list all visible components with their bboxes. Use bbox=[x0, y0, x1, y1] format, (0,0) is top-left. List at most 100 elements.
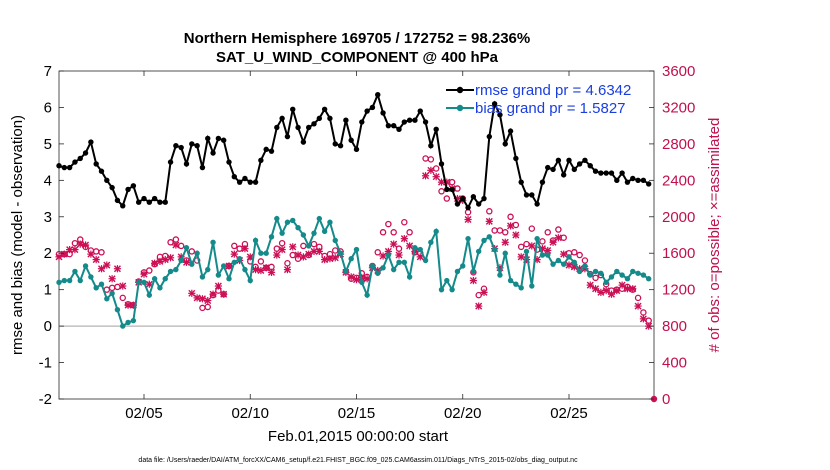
obs-assimilated-marker bbox=[406, 242, 414, 250]
rmse-point bbox=[359, 119, 365, 125]
bias-point bbox=[327, 219, 333, 225]
rmse-point bbox=[66, 164, 73, 171]
y-tick-label: 4 bbox=[44, 172, 52, 189]
bias-point bbox=[284, 219, 291, 225]
obs-assimilated-marker bbox=[347, 273, 355, 281]
rmse-point bbox=[162, 199, 168, 205]
obs-possible-marker bbox=[571, 249, 578, 256]
obs-assimilated-marker bbox=[544, 246, 552, 255]
obs-possible-marker bbox=[395, 245, 403, 252]
obs-assimilated-marker bbox=[629, 285, 637, 293]
rmse-point bbox=[433, 126, 439, 133]
bias-point bbox=[550, 261, 556, 267]
bias-point bbox=[433, 228, 439, 235]
rmse-point bbox=[412, 117, 418, 123]
obs-assimilated-marker bbox=[480, 288, 488, 296]
bias-point bbox=[406, 274, 413, 280]
bias-point bbox=[93, 285, 99, 291]
chart-title: Northern Hemisphere 169705 / 172752 = 98… bbox=[184, 30, 530, 47]
rmse-point bbox=[284, 133, 291, 140]
rmse-point bbox=[396, 126, 402, 133]
bias-point bbox=[608, 274, 615, 280]
rmse-point bbox=[364, 108, 370, 114]
rmse-point bbox=[226, 159, 232, 165]
bias-point bbox=[242, 266, 248, 273]
rmse-point bbox=[353, 146, 360, 153]
obs-assimilated-marker bbox=[273, 251, 281, 259]
rmse-point bbox=[598, 170, 604, 176]
bias-point bbox=[274, 215, 280, 222]
bias-point bbox=[295, 225, 301, 231]
bias-point bbox=[460, 263, 466, 269]
bias-point bbox=[502, 250, 508, 256]
rmse-point bbox=[592, 168, 599, 174]
obs-possible-marker bbox=[560, 234, 567, 241]
bias-point bbox=[566, 254, 572, 260]
rmse-point bbox=[279, 115, 285, 122]
obs-possible-marker bbox=[231, 242, 238, 250]
obs-possible-marker bbox=[454, 185, 461, 192]
obs-possible-marker bbox=[501, 229, 509, 236]
bias-point bbox=[582, 263, 588, 269]
rmse-point bbox=[475, 201, 482, 207]
obs-assimilated-marker bbox=[421, 172, 430, 180]
bias-point bbox=[470, 268, 477, 275]
obs-assimilated-marker bbox=[464, 215, 472, 224]
y-tick-label: 0 bbox=[44, 318, 52, 335]
obs-assimilated-marker bbox=[87, 250, 95, 258]
rmse-point bbox=[263, 146, 269, 153]
y2-axis-label: # of obs: o=possible; ×=assimilated bbox=[706, 118, 723, 353]
bias-point bbox=[247, 277, 253, 284]
obs-assimilated-marker bbox=[506, 222, 515, 230]
bias-point bbox=[444, 277, 450, 284]
bias-point bbox=[635, 270, 641, 276]
y-tick-label: 1 bbox=[44, 282, 52, 299]
bias-point bbox=[624, 276, 631, 282]
y-tick-label: -1 bbox=[39, 355, 52, 372]
x-tick-label: 02/25 bbox=[550, 405, 588, 422]
bias-point bbox=[359, 279, 365, 286]
obs-possible-marker bbox=[528, 225, 536, 232]
rmse-point bbox=[518, 179, 524, 185]
rmse-point bbox=[242, 175, 248, 182]
obs-assimilated-marker bbox=[639, 315, 647, 323]
rmse-point bbox=[401, 119, 408, 125]
obs-assimilated-marker bbox=[55, 253, 63, 261]
rmse-point bbox=[566, 157, 572, 163]
rmse-point bbox=[619, 170, 625, 176]
y2-tick-label: 3200 bbox=[662, 99, 695, 116]
bias-point bbox=[369, 263, 376, 269]
rmse-point bbox=[497, 112, 503, 118]
bias-point bbox=[183, 245, 190, 251]
bias-point bbox=[88, 274, 94, 280]
obs-possible-marker bbox=[374, 249, 381, 256]
rmse-point bbox=[417, 108, 423, 114]
rmse-point bbox=[502, 141, 508, 147]
rmse-point bbox=[210, 150, 216, 156]
bias-point bbox=[592, 268, 599, 275]
bias-point bbox=[428, 239, 434, 245]
bias-point bbox=[640, 272, 647, 278]
bias-point bbox=[226, 276, 232, 282]
obs-assimilated-marker bbox=[214, 282, 222, 290]
bias-point bbox=[210, 239, 216, 245]
bias-point bbox=[125, 319, 131, 326]
bias-point bbox=[337, 250, 344, 256]
bias-point bbox=[576, 268, 583, 275]
rmse-point bbox=[316, 115, 323, 122]
obs-possible-marker bbox=[634, 294, 642, 302]
obs-assimilated-marker bbox=[97, 265, 106, 273]
obs-possible-marker bbox=[300, 242, 307, 250]
bias-point bbox=[390, 266, 397, 273]
bias-point bbox=[529, 283, 535, 289]
rmse-point bbox=[231, 173, 238, 180]
bias-point bbox=[167, 268, 174, 275]
obs-possible-marker bbox=[512, 221, 520, 229]
rmse-point bbox=[104, 177, 110, 184]
rmse-point bbox=[173, 143, 179, 149]
x-tick-label: 02/20 bbox=[444, 405, 482, 422]
x-tick-label: 02/15 bbox=[338, 405, 376, 422]
bias-point bbox=[507, 277, 514, 284]
obs-assimilated-marker bbox=[299, 253, 307, 261]
rmse-point bbox=[449, 186, 455, 193]
